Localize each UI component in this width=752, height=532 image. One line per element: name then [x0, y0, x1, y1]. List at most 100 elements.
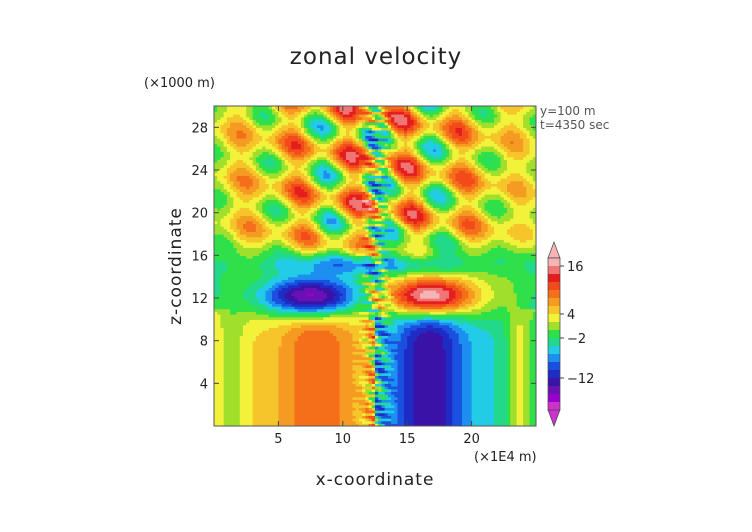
field-cell [242, 311, 247, 315]
field-cell [246, 212, 251, 216]
field-cell [217, 319, 222, 323]
field-cell [291, 335, 296, 339]
field-cell [304, 260, 308, 264]
field-cell [236, 332, 241, 336]
field-cell [339, 218, 344, 222]
field-cell [271, 399, 276, 403]
field-cell [246, 287, 251, 291]
field-cell [307, 114, 312, 118]
field-cell [255, 156, 260, 160]
field-cell [242, 284, 247, 288]
field-cell [246, 370, 251, 374]
field-cell [320, 418, 325, 422]
field-cell [246, 247, 251, 251]
field-cell [271, 303, 276, 307]
field-cell [326, 380, 331, 384]
field-cell [297, 263, 302, 267]
field-cell [259, 300, 263, 304]
field-cell [252, 335, 257, 339]
field-cell [259, 314, 263, 318]
field-cell [249, 287, 254, 291]
field-cell [307, 332, 312, 336]
field-cell [304, 183, 308, 187]
field-cell [255, 212, 260, 216]
field-cell [326, 370, 331, 374]
field-cell [217, 346, 222, 350]
field-cell [307, 335, 312, 339]
field-cell [278, 196, 283, 200]
field-cell [252, 220, 257, 224]
field-cell [294, 263, 299, 267]
field-cell [255, 324, 260, 328]
field-cell [320, 228, 325, 232]
field-cell [346, 244, 350, 248]
field-cell [297, 220, 302, 224]
field-cell [313, 106, 318, 110]
field-cell [326, 244, 331, 248]
field-cell [333, 127, 337, 131]
field-cell [220, 375, 225, 379]
field-cell [307, 402, 312, 406]
field-cell [230, 111, 234, 115]
field-cell [220, 276, 225, 280]
field-cell [252, 410, 257, 414]
field-cell [304, 175, 308, 179]
field-cell [342, 172, 347, 176]
field-cell [217, 207, 222, 211]
field-cell [284, 364, 289, 368]
field-cell [262, 284, 267, 288]
field-cell [329, 319, 334, 323]
field-cell [342, 271, 347, 275]
field-cell [246, 332, 251, 336]
field-cell [288, 252, 292, 256]
field-cell [233, 186, 238, 190]
field-cell [230, 146, 234, 150]
field-cell [262, 124, 267, 128]
field-cell [317, 106, 321, 110]
field-cell [230, 138, 234, 142]
field-cell [233, 330, 238, 334]
field-cell [329, 423, 334, 426]
field-cell [323, 322, 328, 326]
field-cell [300, 207, 305, 211]
field-cell [310, 367, 315, 371]
field-cell [320, 122, 325, 126]
field-cell [300, 367, 305, 371]
field-cell [339, 167, 344, 171]
field-cell [323, 199, 328, 203]
field-cell [291, 423, 296, 426]
field-cell [246, 306, 251, 310]
field-cell [223, 386, 228, 390]
field-cell [320, 207, 325, 211]
field-cell [223, 236, 228, 240]
field-cell [300, 407, 305, 411]
field-cell [262, 159, 267, 163]
field-cell [329, 372, 334, 376]
field-cell [246, 154, 251, 158]
field-cell [291, 122, 296, 126]
field-cell [323, 204, 328, 208]
field-cell [275, 399, 279, 403]
field-cell [268, 255, 273, 259]
field-cell [326, 127, 331, 131]
field-cell [249, 396, 254, 400]
field-cell [300, 298, 305, 302]
field-cell [230, 412, 234, 416]
field-cell [339, 122, 344, 126]
field-cell [300, 380, 305, 384]
field-cell [223, 258, 228, 262]
field-cell [329, 327, 334, 331]
field-cell [291, 364, 296, 368]
field-cell [220, 212, 225, 216]
field-cell [262, 143, 267, 147]
field-cell [329, 202, 334, 206]
field-cell [246, 127, 251, 131]
field-cell [220, 156, 225, 160]
field-cell [346, 380, 350, 384]
field-cell [262, 420, 267, 424]
field-cell [265, 287, 270, 291]
field-cell [230, 258, 234, 262]
field-cell [217, 311, 222, 315]
field-cell [317, 338, 321, 342]
field-cell [297, 175, 302, 179]
